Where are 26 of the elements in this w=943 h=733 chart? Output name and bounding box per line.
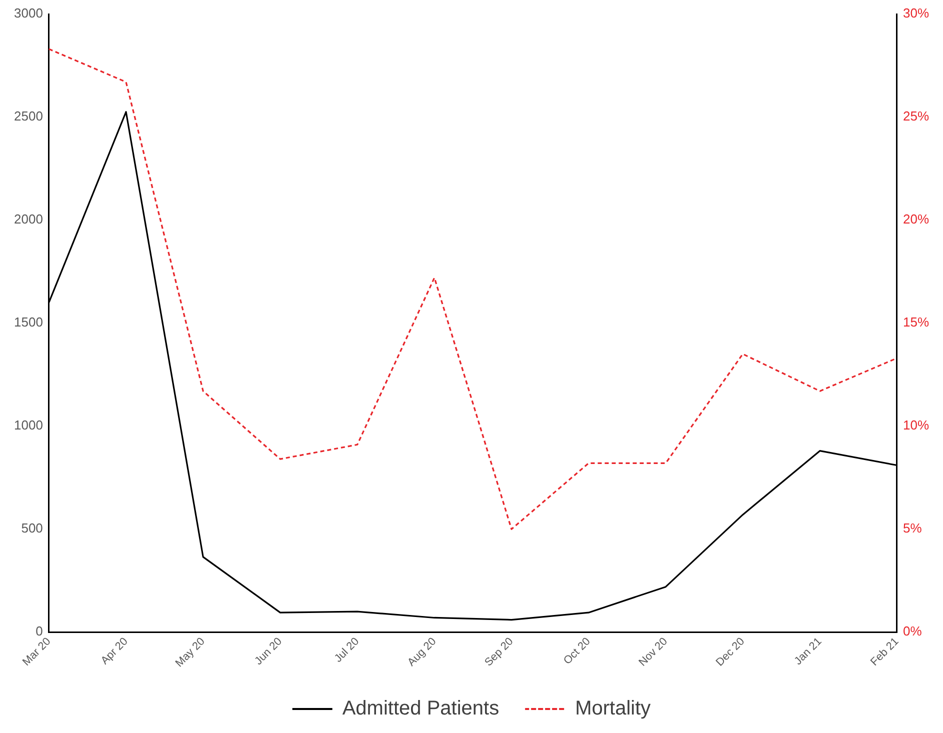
x-tick-label: Feb 21 [868,636,902,668]
x-tick-label: Jan 21 [792,636,824,668]
x-tick-label: Jul 20 [332,636,362,665]
y2-tick-label: 25% [902,108,930,124]
y-tick-label: 500 [21,520,43,536]
legend-label: Mortality [575,698,651,720]
y2-tick-label: 20% [902,212,930,227]
y-tick-label: 1000 [14,418,43,433]
y2-tick-label: 30% [902,6,930,21]
x-tick-label: Nov 20 [636,636,670,669]
x-tick-label: Apr 20 [98,636,130,668]
x-tick-label: Aug 20 [406,636,439,669]
x-tick-label: May 20 [173,636,208,670]
y2-tick-label: 0% [902,624,922,639]
y-tick-label: 3000 [14,6,43,21]
y2-tick-label: 15% [902,314,930,330]
y2-tick-label: 5% [902,520,922,536]
legend-label: Admitted Patients [342,698,500,720]
y-tick-label: 2000 [14,212,43,227]
y-tick-label: 2500 [14,108,43,124]
x-tick-label: Sep 20 [482,636,516,669]
x-tick-label: Oct 20 [561,636,593,668]
x-tick-label: Jun 20 [252,636,284,668]
x-tick-label: Dec 20 [714,636,748,669]
y2-tick-label: 10% [902,418,930,433]
y-tick-label: 1500 [14,314,43,330]
